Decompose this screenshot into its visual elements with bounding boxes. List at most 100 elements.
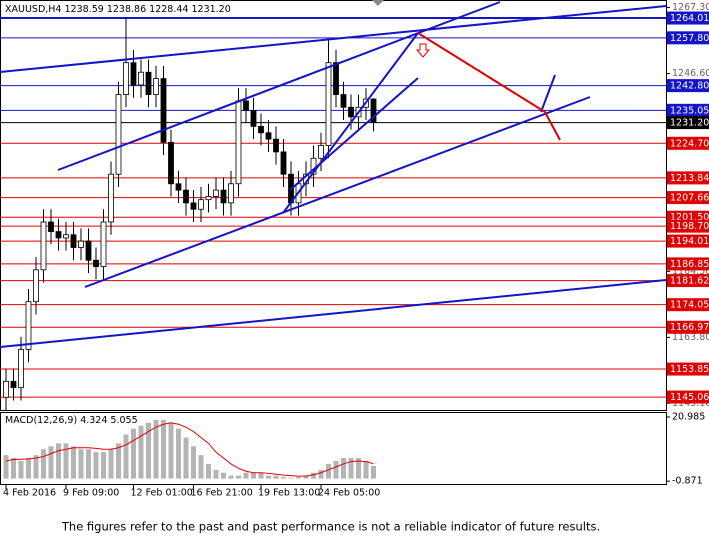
trend-line: [289, 77, 419, 191]
x-tick-label: 12 Feb 01:00: [131, 488, 193, 499]
candle-body: [333, 62, 339, 95]
macd-bar: [281, 477, 286, 479]
macd-bar: [251, 472, 256, 479]
macd-bar: [258, 472, 264, 479]
candle-body: [348, 106, 354, 118]
macd-bar: [33, 455, 39, 479]
candle-body: [190, 202, 197, 210]
candle-body: [123, 62, 129, 95]
candle-body: [78, 240, 84, 248]
candle-body: [340, 94, 347, 108]
level-label: 1145.06: [670, 392, 709, 403]
candle-body: [280, 151, 287, 175]
candle-body: [3, 380, 9, 398]
candle-body: [145, 71, 152, 95]
macd-bar: [146, 422, 151, 479]
low: 1228.44: [149, 4, 188, 15]
macd-bar: [123, 434, 129, 479]
macd-bar: [341, 458, 346, 479]
level-label: 1235.05: [670, 105, 709, 116]
macd-bar: [93, 452, 99, 479]
macd-bar: [191, 446, 196, 479]
y-tick-label: -0.871: [672, 476, 703, 487]
candle-body: [258, 126, 264, 134]
macd-bar: [356, 458, 361, 479]
y-tick-label: 1267.30: [672, 2, 709, 13]
scroll-marker: [372, 0, 384, 6]
level-label-bg: [667, 171, 709, 185]
macd-bar: [296, 477, 301, 479]
forecast-line: [417, 32, 561, 141]
forecast-line: [540, 74, 556, 113]
macd-bar: [198, 455, 204, 479]
macd-bar: [26, 458, 31, 479]
candle-body: [168, 141, 174, 185]
macd-bar: [363, 460, 369, 479]
level-label-bg: [667, 390, 709, 404]
macd-bar: [176, 428, 181, 479]
disclaimer: The figures refer to the past and past p…: [61, 520, 600, 534]
trend-line: [0, 279, 667, 348]
macd-bar: [206, 463, 211, 479]
level-label: 1213.84: [670, 173, 709, 184]
macd-bar: [138, 425, 144, 479]
level-label: 1224.70: [670, 138, 709, 149]
candle-body: [228, 183, 234, 204]
candle-body: [160, 78, 167, 143]
level-label-bg: [667, 136, 709, 150]
level-label: 1198.70: [670, 221, 709, 232]
macd-bar: [243, 472, 249, 479]
x-tick-label: 16 Feb 21:00: [191, 488, 253, 499]
open: 1238.59: [65, 4, 104, 15]
macd-bar: [56, 443, 61, 479]
macd-bar: [48, 446, 54, 479]
trend-line: [282, 32, 419, 214]
candle-body: [130, 62, 137, 86]
macd-bar: [18, 460, 24, 479]
candle-body: [115, 94, 122, 175]
macd-bar: [333, 460, 339, 479]
level-label-bg: [667, 320, 709, 334]
candle-body: [138, 71, 144, 86]
level-label-bg: [667, 219, 709, 233]
y-tick-label: 1246.60: [672, 68, 709, 79]
level-label: 1242.80: [670, 81, 709, 92]
candle-body: [10, 380, 17, 389]
level-label: 1257.80: [670, 33, 709, 44]
candle-body: [108, 173, 114, 223]
trend-line: [0, 5, 667, 73]
macd-bar: [168, 422, 174, 479]
level-label-bg: [667, 79, 709, 93]
level-label-bg: [667, 103, 709, 117]
x-tick-label: 19 Feb 13:00: [258, 488, 320, 499]
macd-bar: [371, 465, 376, 479]
macd-bar: [86, 449, 91, 479]
macd-bar: [303, 475, 309, 479]
y-tick-label: 1184.50: [672, 266, 709, 277]
macd-bar: [71, 446, 76, 479]
candle-body: [265, 132, 272, 140]
candle-body: [273, 138, 279, 153]
candle-body: [25, 301, 32, 350]
level-label: 1231.20: [670, 118, 709, 129]
level-label: 1174.05: [670, 300, 709, 311]
macd-bar: [78, 449, 84, 479]
signal-line: [5, 422, 374, 477]
macd-bar: [131, 428, 136, 479]
macd-bar: [41, 449, 46, 479]
candle-body: [18, 349, 24, 389]
candle-body: [63, 234, 69, 239]
level-label: 1201.50: [670, 212, 709, 223]
macd-bar: [311, 472, 316, 479]
high: 1238.86: [107, 4, 146, 15]
macd-bar: [348, 458, 354, 479]
candle-body: [100, 221, 107, 268]
macd-bar: [3, 455, 9, 479]
down-arrow: [415, 43, 431, 58]
macd-bar: [213, 469, 219, 479]
macd-bar: [116, 443, 121, 479]
candle-body: [55, 231, 62, 239]
macd-title: MACD(12,26,9): [5, 415, 77, 426]
